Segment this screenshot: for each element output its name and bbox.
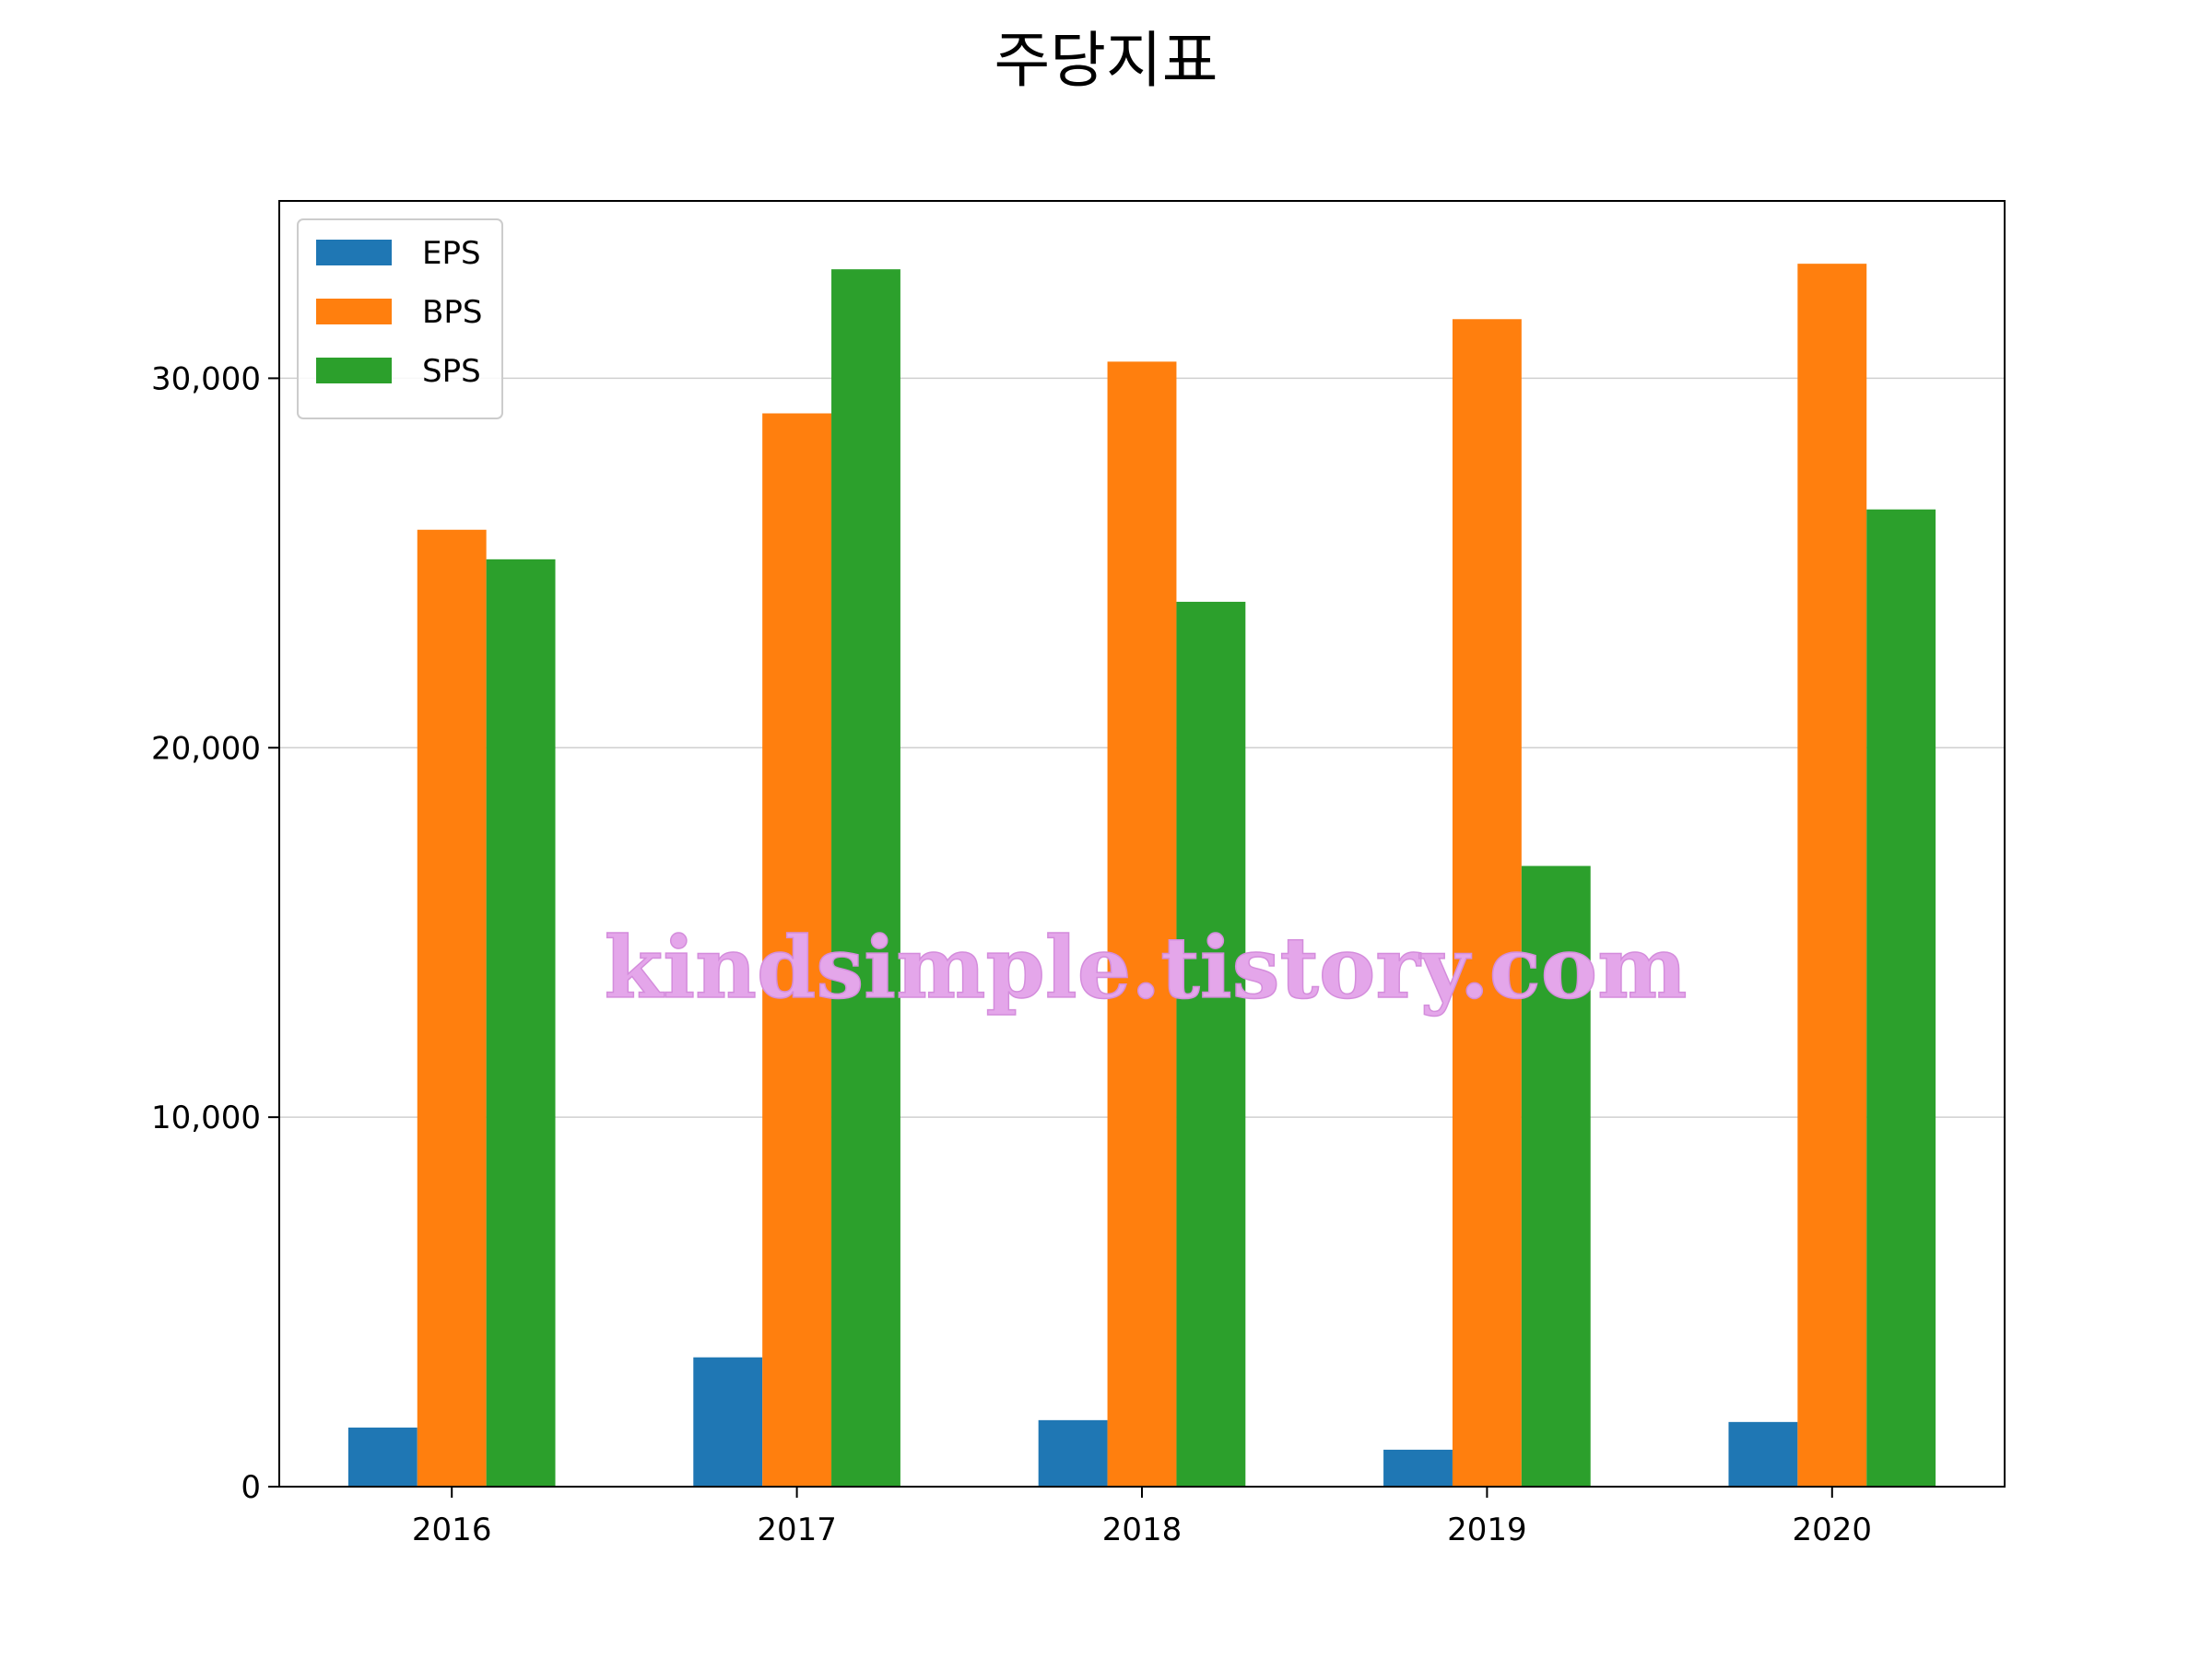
bar-eps-2019	[1383, 1449, 1453, 1487]
bar-bps-2017	[762, 413, 832, 1487]
legend-label-bps: BPS	[422, 294, 482, 331]
plot-area: 0 10,000 20,000 30,000 2016 2017 2018 2019 2020	[151, 200, 2006, 1548]
y-tick-label: 10,000	[151, 1100, 261, 1136]
chart-title: 주당지표	[994, 25, 1218, 96]
bar-eps-2018	[1038, 1419, 1108, 1487]
x-tick-label: 2017	[757, 1512, 837, 1548]
bar-bps-2019	[1452, 319, 1522, 1487]
x-tick-label: 2019	[1447, 1512, 1527, 1548]
bar-sps-2020	[1866, 509, 1936, 1487]
x-tick-label: 2020	[1793, 1512, 1873, 1548]
bar-eps-2020	[1728, 1421, 1798, 1487]
bar-eps-2016	[347, 1427, 418, 1487]
x-tick-label: 2018	[1102, 1512, 1182, 1548]
x-tick-label: 2016	[412, 1512, 492, 1548]
legend-swatch-bps	[316, 299, 392, 324]
bar-sps-2016	[486, 559, 556, 1487]
y-tick-label: 0	[241, 1469, 261, 1506]
y-tick-label: 20,000	[151, 730, 261, 767]
legend-swatch-sps	[316, 358, 392, 383]
legend-label-sps: SPS	[422, 353, 481, 390]
legend-swatch-eps	[316, 240, 392, 265]
bar-bps-2018	[1107, 361, 1177, 1487]
bar-sps-2018	[1176, 601, 1246, 1487]
bar-sps-2019	[1521, 865, 1591, 1487]
legend-label-eps: EPS	[422, 235, 481, 272]
watermark: kindsimple.tistory.com	[604, 918, 1687, 1018]
bar-bps-2020	[1797, 264, 1867, 1488]
bar-sps-2017	[831, 269, 900, 1488]
y-tick-label: 30,000	[151, 360, 261, 397]
bar-bps-2016	[417, 529, 487, 1487]
legend: EPS BPS SPS	[297, 218, 503, 419]
bar-eps-2017	[693, 1357, 763, 1487]
